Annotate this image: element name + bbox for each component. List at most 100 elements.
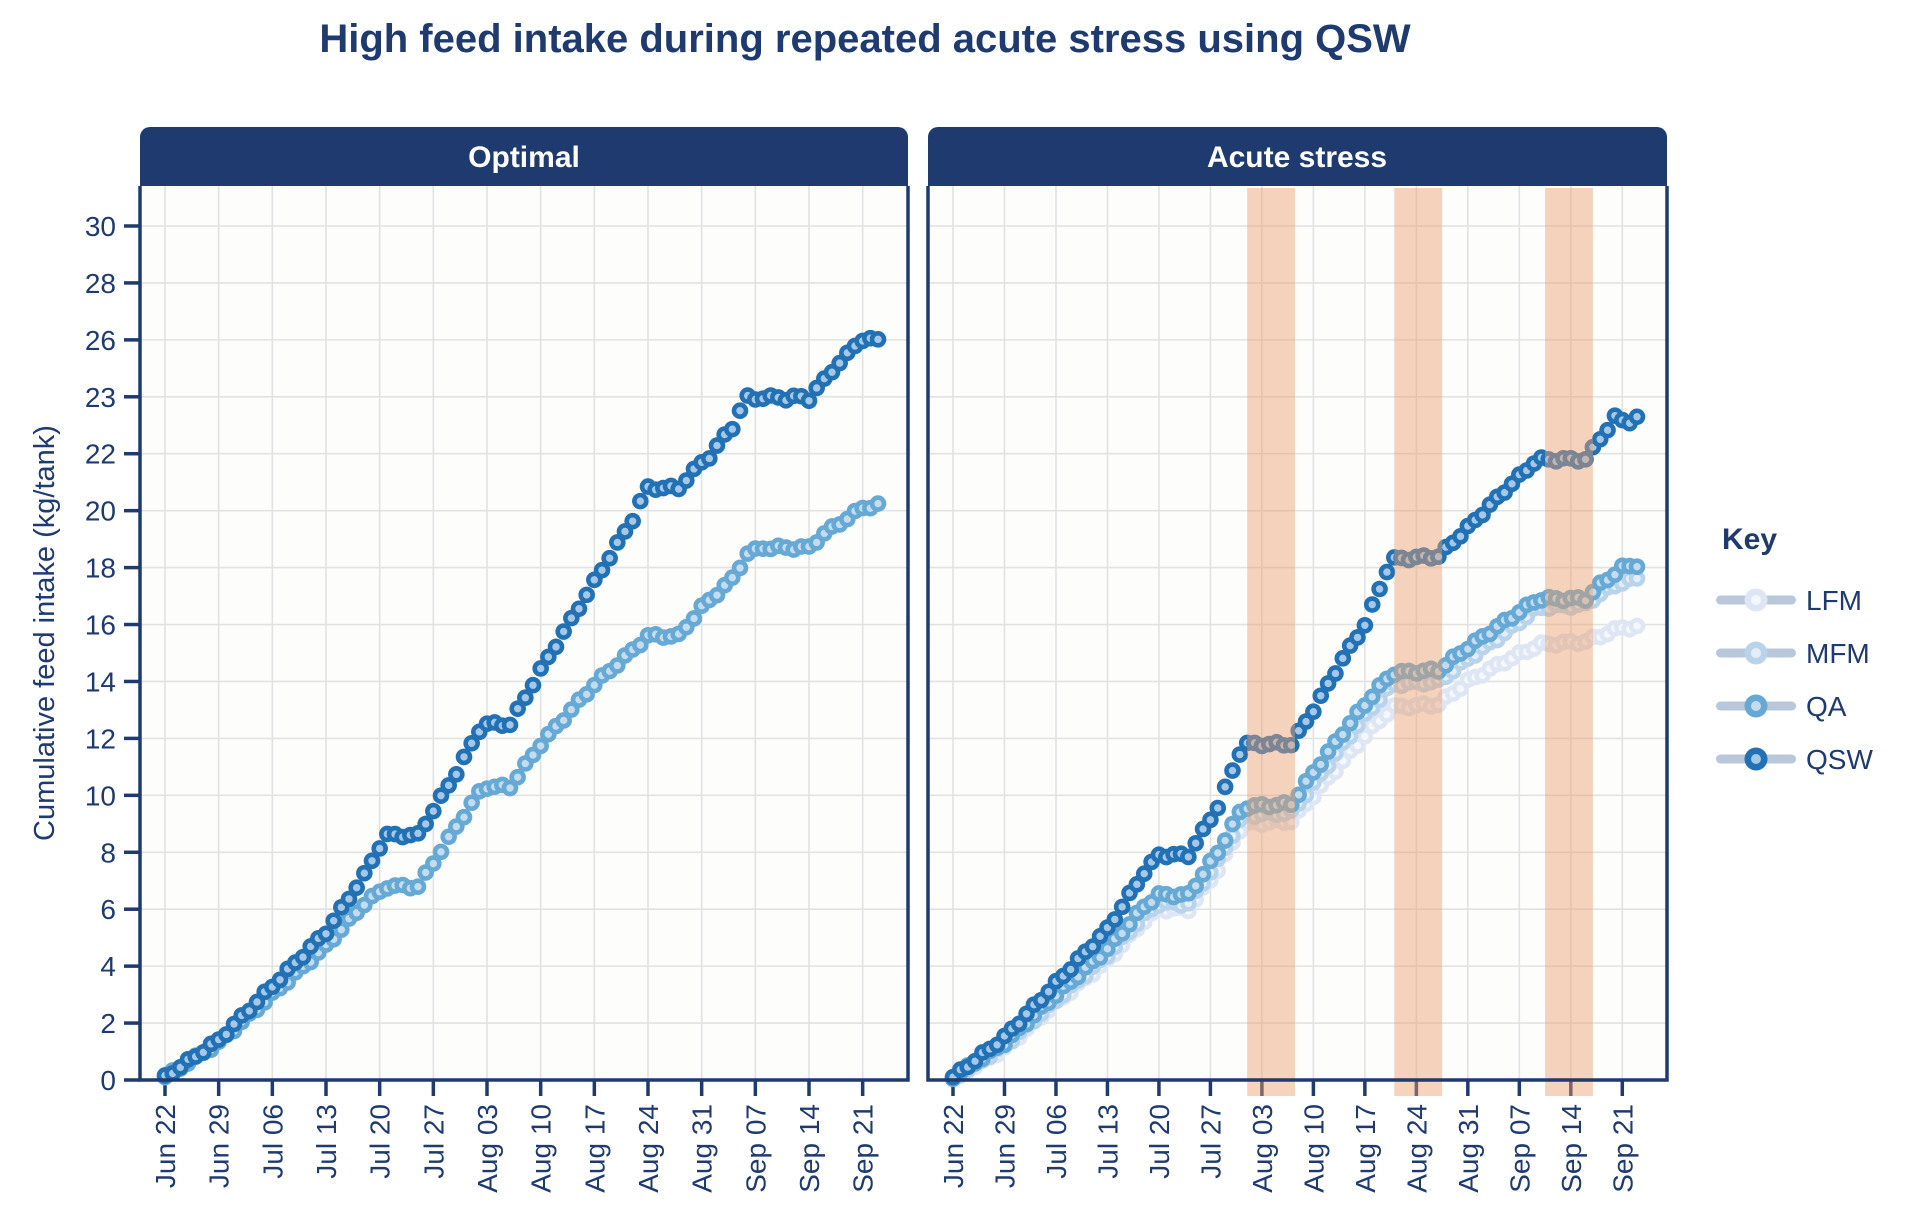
data-point-center — [521, 694, 530, 702]
data-point-center — [1589, 588, 1597, 596]
data-point-center — [1184, 853, 1193, 861]
data-point-center — [460, 753, 468, 761]
data-point-center — [1434, 701, 1443, 709]
data-point-center — [437, 848, 445, 856]
data-point-center — [812, 384, 821, 392]
x-tick-label: Sep 14 — [794, 1104, 825, 1193]
legend-point-center — [1751, 648, 1761, 658]
legend-label-mfm: MFM — [1806, 638, 1870, 669]
data-point-center — [1199, 870, 1207, 878]
data-point-center — [552, 643, 560, 651]
data-point-center — [1214, 849, 1222, 857]
data-point-center — [1478, 511, 1487, 519]
data-point-center — [1192, 839, 1200, 847]
x-tick-label: Jun 29 — [989, 1104, 1020, 1188]
data-point-center — [1361, 701, 1369, 710]
data-point-center — [536, 742, 545, 750]
data-point-center — [713, 591, 721, 599]
x-tick-label: Jun 29 — [204, 1104, 235, 1188]
data-point-center — [590, 681, 599, 689]
x-tick-label: Aug 10 — [526, 1104, 557, 1193]
x-tick-label: Aug 17 — [1350, 1104, 1381, 1193]
legend-marker-qa — [1716, 694, 1796, 718]
panel-border — [138, 186, 910, 1082]
data-point-center — [1339, 654, 1347, 663]
data-point-center — [1368, 600, 1376, 609]
data-point-center — [1015, 1020, 1023, 1028]
data-point-center — [230, 1020, 238, 1028]
data-point-center — [736, 564, 744, 572]
data-point-center — [1633, 413, 1641, 421]
data-point-center — [1375, 585, 1384, 593]
data-point-center — [582, 591, 591, 599]
data-point-center — [1294, 791, 1303, 799]
data-point-center — [1221, 836, 1229, 845]
data-point-center — [337, 903, 346, 911]
data-point-center — [613, 538, 622, 547]
data-point-center — [345, 895, 353, 903]
y-tick-label: 8 — [100, 837, 116, 868]
data-point-center — [598, 566, 606, 574]
data-point-center — [1353, 741, 1362, 750]
panel-optimal: Jun 22 Jun 29 Jul 06 Jul 13 Jul 20 Jul 27 Aug … — [85, 186, 910, 1193]
x-tick-label: Jun 22 — [938, 1104, 969, 1188]
panel-acute-stress: Jun 22 Jun 29 Jul 06 Jul 13 Jul 20 Jul 27 Aug … — [926, 186, 1669, 1193]
data-point-center — [1339, 730, 1347, 739]
data-point-center — [253, 998, 261, 1006]
data-point-center — [690, 614, 698, 623]
plot-background — [928, 186, 1667, 1080]
data-point-center — [245, 1007, 254, 1015]
data-point-center — [1596, 435, 1604, 443]
legend-label-qsw: QSW — [1806, 744, 1873, 775]
data-point-center — [1066, 965, 1075, 974]
legend-point-center — [1751, 701, 1761, 711]
y-tick-label: 28 — [85, 268, 116, 299]
data-point-center — [1633, 574, 1641, 583]
panel-header-optimal-band-square — [140, 170, 908, 186]
y-tick-label: 2 — [100, 1008, 116, 1039]
data-point-center — [1361, 732, 1369, 741]
data-point-center — [728, 425, 737, 433]
y-tick-label: 0 — [100, 1065, 116, 1096]
data-point-center — [360, 901, 369, 909]
data-point-center — [276, 976, 284, 984]
data-point-center — [1442, 661, 1450, 669]
data-point-center — [1309, 708, 1318, 716]
data-point-center — [544, 653, 553, 661]
data-point-center — [1434, 553, 1443, 561]
data-point-center — [567, 614, 576, 622]
legend-marker-qsw — [1716, 747, 1796, 771]
data-point-center — [1287, 818, 1296, 826]
y-tick-label: 10 — [85, 780, 116, 811]
x-tick-label: Jun 22 — [150, 1104, 181, 1188]
data-point-center — [1096, 932, 1104, 940]
data-point-center — [705, 454, 714, 463]
data-point-center — [1184, 899, 1193, 908]
data-point-center — [1236, 750, 1244, 759]
legend-label-qa: QA — [1806, 691, 1847, 722]
legend-marker-mfm — [1716, 641, 1796, 665]
data-point-center — [1037, 996, 1045, 1004]
data-point-center — [506, 784, 514, 792]
panel-header-acute-stress: Acute stress — [928, 127, 1667, 186]
data-point-center — [536, 664, 545, 673]
data-point-center — [567, 705, 576, 714]
data-point-center — [529, 681, 537, 689]
data-point-center — [1346, 641, 1354, 650]
data-point-center — [414, 882, 422, 891]
legend-point-center — [1751, 595, 1761, 605]
data-point-center — [590, 576, 599, 584]
data-point-center — [429, 807, 438, 815]
x-tick-label: Sep 07 — [1504, 1104, 1535, 1193]
data-point-center — [874, 499, 882, 508]
y-tick-label: 4 — [100, 951, 116, 982]
data-point-center — [1500, 488, 1509, 497]
data-point-center — [513, 704, 522, 713]
data-point-center — [444, 833, 453, 841]
legend-label-lfm: LFM — [1806, 585, 1862, 616]
data-point-center — [1581, 596, 1590, 605]
x-tick-label: Aug 31 — [1453, 1104, 1484, 1193]
x-tick-label: Sep 21 — [1607, 1104, 1638, 1193]
data-point-center — [421, 868, 430, 877]
data-point-center — [1103, 945, 1112, 953]
